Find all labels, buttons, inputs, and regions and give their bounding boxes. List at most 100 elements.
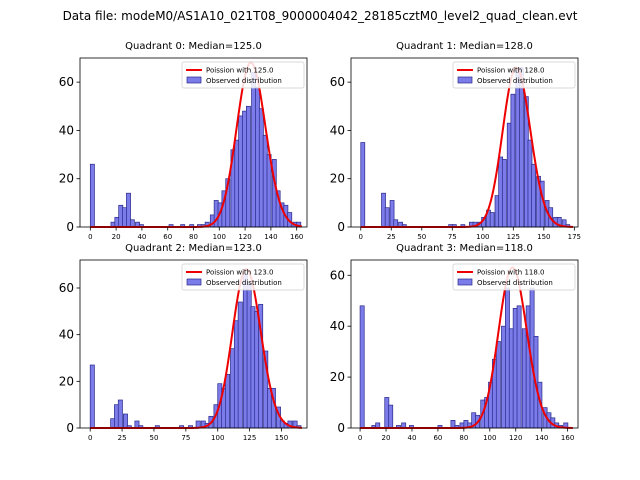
x-tick-label: 60 <box>163 233 172 241</box>
x-tick-label: 140 <box>264 233 277 241</box>
histogram-bar <box>238 115 244 228</box>
x-tick-label: 160 <box>561 434 574 442</box>
y-tick-label: 40 <box>59 328 74 342</box>
x-tick-label: 20 <box>112 233 121 241</box>
histogram-bar <box>262 134 268 228</box>
y-tick-label: 40 <box>330 319 345 333</box>
x-tick-label: 0 <box>88 233 92 241</box>
histogram-bar <box>126 192 131 228</box>
y-tick-label: 60 <box>330 268 345 282</box>
histogram-bar <box>114 216 120 228</box>
legend-bar-swatch <box>186 278 202 286</box>
histogram-bar <box>122 207 128 228</box>
panel-title: Quadrant 1: Median=128.0 <box>396 41 533 52</box>
histogram-bar <box>508 328 514 429</box>
x-tick-label: 40 <box>408 434 417 442</box>
legend-label-poisson: Poission with 125.0 <box>206 67 274 75</box>
x-tick-label: 125 <box>243 434 256 442</box>
legend-label-poisson: Poission with 123.0 <box>206 269 274 277</box>
y-tick-label: 20 <box>330 370 345 384</box>
y-tick-label: 60 <box>59 75 74 89</box>
x-tick-label: 40 <box>137 233 146 241</box>
y-tick-label: 0 <box>66 220 74 234</box>
histogram-bar <box>489 212 495 228</box>
histogram-bar <box>521 328 527 429</box>
x-tick-label: 0 <box>88 434 92 442</box>
histogram-bar <box>258 108 264 228</box>
legend: Poission with 118.0 Observed distribution <box>452 263 576 291</box>
x-tick-label: 0 <box>358 434 362 442</box>
histogram-bar <box>246 105 251 228</box>
x-tick-label: 75 <box>448 233 457 241</box>
histogram-bar <box>359 305 365 429</box>
histogram-bar <box>388 404 394 429</box>
x-tick-label: 50 <box>150 434 159 442</box>
histogram-bar <box>384 207 390 228</box>
quadrant-panel-2: Quadrant 2: Median=123.0 0 20 40 60 0 25 50 75 10… <box>59 243 308 442</box>
histogram-bar <box>89 163 95 228</box>
legend-label-poisson: Poission with 118.0 <box>477 269 545 277</box>
legend-box <box>181 61 305 89</box>
histogram-bar <box>225 373 230 429</box>
histogram-bar <box>512 308 518 429</box>
x-tick-label: 80 <box>189 233 198 241</box>
legend-label-observed: Observed distribution <box>206 279 282 287</box>
x-tick-label: 25 <box>387 233 396 241</box>
histogram-bar <box>495 341 501 429</box>
legend-box <box>452 61 576 89</box>
y-tick-label: 20 <box>59 172 74 186</box>
x-tick-label: 100 <box>483 434 496 442</box>
histogram-bar <box>519 67 524 228</box>
x-tick-label: 60 <box>433 434 442 442</box>
histogram-bar <box>510 93 516 228</box>
y-tick-label: 0 <box>337 220 345 234</box>
histogram-bar <box>234 139 240 228</box>
panel-title: Quadrant 2: Median=123.0 <box>125 243 262 254</box>
legend-label-observed: Observed distribution <box>206 77 282 85</box>
histogram-bar <box>251 72 257 228</box>
histogram-bar <box>118 204 124 228</box>
histogram-bar <box>505 287 510 429</box>
x-tick-label: 120 <box>509 434 522 442</box>
quadrant-panel-3: Quadrant 3: Median=118.0 0 20 40 60 0 20 40 60 80… <box>330 243 579 442</box>
x-tick-label: 140 <box>535 434 548 442</box>
panels: Quadrant 0: Median=125.0 0 20 40 60 0 20 40 60 80… <box>59 41 581 442</box>
x-tick-label: 50 <box>417 233 426 241</box>
y-tick-label: 20 <box>59 374 74 388</box>
x-tick-label: 100 <box>213 233 226 241</box>
x-tick-label: 20 <box>382 434 391 442</box>
x-tick-label: 125 <box>507 233 520 241</box>
x-tick-label: 25 <box>118 434 127 442</box>
x-tick-label: 100 <box>211 434 224 442</box>
quadrant-panel-0: Quadrant 0: Median=125.0 0 20 40 60 0 20 40 60 80… <box>59 41 308 241</box>
figure-title: Data file: modeM0/AS1A10_021T08_90000040… <box>63 9 578 23</box>
panel-title: Quadrant 3: Median=118.0 <box>396 243 533 254</box>
histogram-bar <box>393 219 399 228</box>
panel-title: Quadrant 0: Median=125.0 <box>125 41 262 52</box>
legend-box <box>181 263 305 291</box>
quadrant-panel-1: Quadrant 1: Median=128.0 0 20 40 60 0 25 50 75 10… <box>330 41 581 241</box>
histogram-bar <box>129 219 135 228</box>
histogram-bar <box>89 364 95 429</box>
histogram-bar <box>501 159 507 228</box>
y-tick-label: 0 <box>337 421 345 435</box>
histogram-bar <box>213 200 219 228</box>
x-tick-label: 150 <box>537 233 550 241</box>
x-tick-label: 150 <box>275 434 288 442</box>
legend-bar-swatch <box>186 76 202 84</box>
legend-label-poisson: Poission with 128.0 <box>477 67 545 75</box>
y-tick-label: 60 <box>330 75 345 89</box>
histogram-bar <box>117 399 123 429</box>
axes-frame <box>79 259 308 429</box>
histogram-bar <box>255 86 260 228</box>
legend-box <box>452 263 576 291</box>
x-tick-label: 100 <box>476 233 489 241</box>
histogram-bar <box>516 305 522 429</box>
histogram-bar <box>384 397 390 429</box>
axes-frame <box>350 259 579 429</box>
histogram-bar <box>450 420 456 429</box>
histogram-bar <box>501 325 506 429</box>
legend-label-observed: Observed distribution <box>477 279 553 287</box>
legend-label-observed: Observed distribution <box>477 77 553 85</box>
